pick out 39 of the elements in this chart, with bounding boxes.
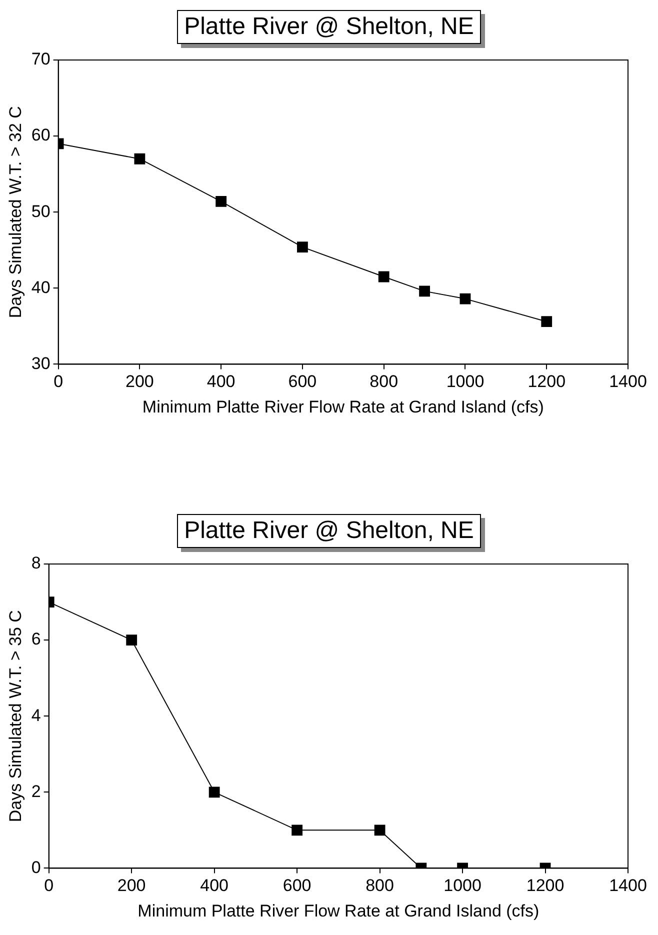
point — [126, 634, 138, 646]
x-axis-title: Minimum Platte River Flow Rate at Grand Island (cfs) — [142, 397, 544, 416]
x-tick-label: 400 — [200, 876, 229, 896]
y-tick-label: 8 — [31, 554, 41, 573]
x-tick-label: 800 — [366, 876, 394, 896]
x-tick-label: 400 — [206, 372, 236, 392]
x-tick-label: 600 — [288, 372, 317, 392]
y-tick-label: 4 — [31, 706, 41, 725]
point — [541, 316, 552, 328]
y-tick-label: 6 — [31, 630, 41, 649]
point — [216, 196, 227, 207]
chart-title: Platte River @ Shelton, NE — [177, 514, 481, 548]
point — [460, 293, 471, 304]
point — [297, 242, 308, 253]
x-tick-label: 1400 — [609, 372, 647, 392]
x-tick-label: 600 — [282, 876, 312, 896]
x-tick-label: 200 — [117, 876, 146, 896]
x-axis-title: Minimum Platte River Flow Rate at Grand Island (cfs) — [138, 901, 540, 920]
x-tick-label: 800 — [370, 372, 398, 392]
y-tick-label: 30 — [31, 354, 50, 373]
y-tick-label: 40 — [31, 278, 50, 297]
x-tick-label: 200 — [126, 372, 154, 392]
point — [378, 271, 390, 282]
y-tick-label: 2 — [31, 782, 41, 801]
x-tick-label: 1000 — [446, 372, 484, 392]
x-tick-label: 1000 — [444, 876, 482, 896]
y-tick-label: 0 — [31, 858, 41, 877]
x-tick-label: 1200 — [528, 372, 566, 392]
x-tick-label: 1200 — [526, 876, 564, 896]
y-tick-label: 50 — [31, 202, 50, 221]
y-tick-label: 60 — [31, 126, 50, 145]
y-tick-label: 70 — [31, 50, 50, 69]
x-tick-label: 0 — [54, 372, 64, 392]
x-tick-label: 1400 — [609, 876, 647, 896]
point — [419, 286, 430, 297]
y-axis-title: Days Simulated W.T. > 35 C — [6, 610, 25, 822]
y-axis-title: Days Simulated W.T. > 32 C — [6, 106, 25, 318]
chart-title: Platte River @ Shelton, NE — [177, 10, 481, 44]
point — [134, 153, 146, 164]
